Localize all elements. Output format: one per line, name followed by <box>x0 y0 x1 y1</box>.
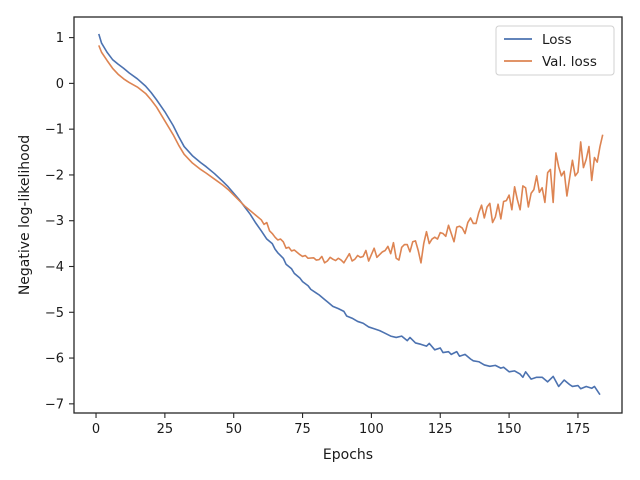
y-tick-label: −2 <box>45 168 64 183</box>
y-tick-label: 1 <box>56 31 64 46</box>
x-axis-title: Epochs <box>323 447 373 463</box>
x-tick-label: 0 <box>92 422 100 437</box>
plot-frame <box>73 16 623 414</box>
x-tick-label: 175 <box>566 422 591 437</box>
series-line-val-loss <box>98 45 604 264</box>
x-tick-label: 75 <box>294 422 311 437</box>
legend: Loss Val. loss <box>495 25 615 76</box>
x-axis-ticks: 0 25 50 75 100 125 150 175 <box>92 413 590 437</box>
plot-area <box>74 17 622 413</box>
y-tick-label: −3 <box>45 214 64 229</box>
y-tick-label: −4 <box>45 260 64 275</box>
y-tick-label: −7 <box>45 397 64 412</box>
series-lines <box>98 33 604 396</box>
x-tick-label: 125 <box>428 422 453 437</box>
x-tick-label: 100 <box>359 422 384 437</box>
x-tick-label: 50 <box>225 422 242 437</box>
y-tick-label: 0 <box>56 77 64 92</box>
x-tick-label: 150 <box>497 422 522 437</box>
y-axis-title: Negative log-likelihood <box>17 135 33 295</box>
series-line-loss <box>98 33 601 396</box>
legend-label: Val. loss <box>542 54 597 70</box>
legend-label: Loss <box>542 32 572 48</box>
y-axis-ticks: 1 0 −1 −2 −3 −4 −5 −6 −7 <box>45 31 74 412</box>
y-tick-label: −1 <box>45 123 64 138</box>
y-tick-label: −6 <box>45 352 64 367</box>
y-tick-label: −5 <box>45 306 64 321</box>
x-tick-label: 25 <box>157 422 174 437</box>
